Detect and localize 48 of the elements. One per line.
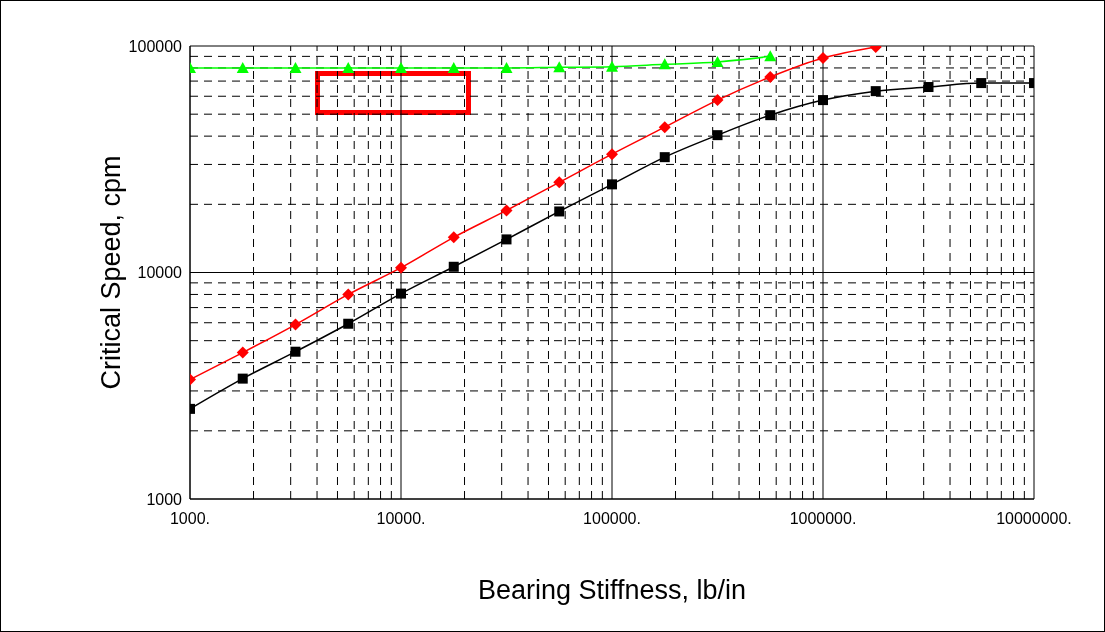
point — [447, 231, 460, 244]
point — [289, 318, 302, 331]
point — [290, 346, 301, 357]
point — [342, 61, 355, 73]
point — [501, 234, 512, 245]
point — [818, 95, 828, 106]
point — [606, 148, 618, 161]
y-tick-label: 100000 — [128, 37, 183, 55]
point — [395, 61, 407, 73]
point — [658, 58, 671, 70]
point — [500, 204, 513, 217]
point — [447, 61, 460, 73]
x-axis-title: Bearing Stiffness, lb/in — [477, 575, 747, 605]
point — [236, 346, 249, 359]
point — [764, 70, 777, 83]
point — [553, 61, 566, 73]
x-tick-label: 100000. — [583, 510, 641, 528]
point — [607, 179, 617, 190]
x-tick-label: 10000000. — [996, 510, 1072, 528]
point — [343, 318, 354, 329]
point — [606, 60, 618, 72]
point — [236, 61, 249, 73]
point — [659, 152, 670, 163]
point — [711, 94, 724, 107]
x-tick-label: 1000. — [169, 510, 211, 528]
point — [658, 121, 671, 134]
point — [870, 86, 881, 97]
y-tick-label: 10000 — [137, 264, 183, 282]
x-tick-label: 1000000. — [789, 510, 857, 528]
point — [342, 288, 355, 301]
point — [553, 176, 566, 189]
point — [817, 52, 829, 65]
point — [711, 55, 724, 67]
x-tick-label: 10000. — [376, 510, 426, 528]
point — [923, 82, 934, 93]
y-axis-title: Critical Speed, cpm — [95, 155, 126, 390]
point — [289, 61, 302, 73]
point — [976, 78, 987, 89]
point — [764, 50, 777, 62]
point — [396, 288, 406, 299]
point — [765, 110, 776, 121]
point — [500, 61, 513, 73]
point — [554, 206, 565, 217]
point — [395, 261, 407, 274]
point — [712, 130, 723, 141]
y-tick-label: 1000 — [146, 490, 183, 508]
point — [237, 373, 248, 384]
point — [448, 261, 459, 272]
